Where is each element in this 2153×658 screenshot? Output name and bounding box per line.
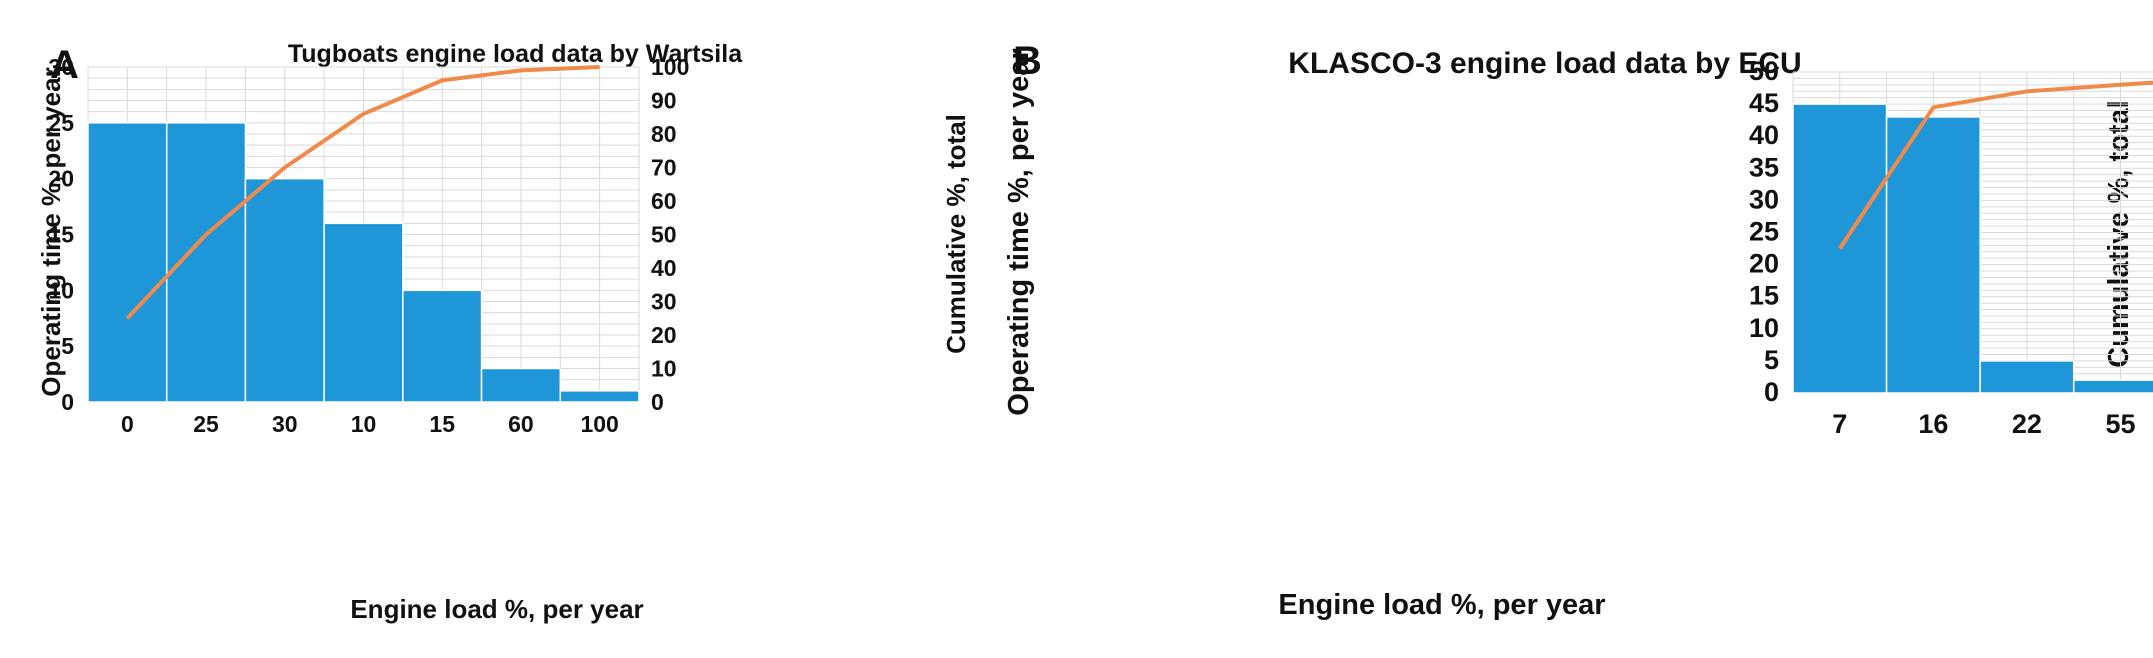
chart-a-bar [402,289,483,403]
chart-a-y2tick-label: 30 [651,289,677,315]
chart-a-y2label: Cumulative %, total [941,114,971,354]
chart-b-ytick-label: 35 [1749,152,1779,182]
chart-b-xtick-label: 16 [1918,409,1948,439]
chart-b-ytick-label: 20 [1749,249,1779,279]
chart-a-ytick-label: 15 [48,222,74,248]
chart-a-y2tick-label: 60 [651,188,677,214]
chart-b-svg: B KLASCO-3 engine load data by ECU Opera… [1003,39,2153,621]
chart-a-y2tick-label: 10 [651,356,677,382]
chart-a-xtick-label: 15 [429,411,455,437]
chart-a-y2tick-label: 100 [651,54,689,80]
chart-b-ytick-label: 30 [1749,184,1779,214]
chart-b-bar [1885,116,1981,394]
chart-a-y2tick-label: 20 [651,322,677,348]
chart-b-ytick-label: 40 [1749,120,1779,150]
chart-a-y2tick-label: 40 [651,255,677,281]
chart-a-xtick-label: 10 [351,411,377,437]
chart-a-y2tick-label: 70 [651,155,677,181]
chart-b-ytick-label: 10 [1749,313,1779,343]
chart-panel-a: A Tugboats engine load data by Wartsila … [0,0,1000,658]
chart-a-y2tick-label: 80 [651,121,677,147]
panel-letter-b: B [1013,39,1042,83]
chart-a-ytick-label: 30 [48,54,74,80]
chart-b-y2label: Cumulative %, total [2103,100,2135,368]
chart-b-xlabel: Engine load %, per year [1278,589,1605,621]
chart-b-ytick-label: 0 [1764,377,1779,407]
chart-a-ytick-label: 0 [61,389,74,415]
chart-a-xtick-label: 30 [272,411,298,437]
chart-a-ytick-label: 10 [48,277,74,303]
chart-panel-b: B KLASCO-3 engine load data by ECU Opera… [1000,0,2153,658]
chart-b-xtick-label: 7 [1832,409,1847,439]
chart-b-bar [1979,360,2075,394]
chart-a-ytick-label: 5 [61,333,74,359]
chart-a-xtick-label: 0 [121,411,134,437]
chart-b-bar [1792,103,1888,394]
chart-a-title: Tugboats engine load data by Wartsila [288,40,743,68]
chart-b-cumulative-line [1838,80,2153,250]
chart-a-y2tick-label: 50 [651,222,677,248]
chart-a-bar [87,122,168,403]
panel-letter-a: A [50,43,79,87]
chart-a-bar [244,177,325,403]
chart-a-xtick-label: 25 [193,411,219,437]
chart-b-bar [2072,379,2153,394]
chart-a-xlabel: Engine load %, per year [350,594,643,624]
chart-a-ytick-label: 25 [48,110,74,136]
chart-b-ytick-label: 5 [1764,345,1779,375]
chart-a-xtick-label: 100 [580,411,618,437]
chart-a-ylabel: Operating time %, per year [36,67,66,396]
chart-a-bar [323,222,404,403]
chart-a-bar [559,390,640,403]
chart-b-ylabel: Operating time %, per year [1003,48,1035,415]
chart-a-svg: A Tugboats engine load data by Wartsila … [36,40,971,624]
chart-b-ytick-label: 45 [1749,88,1779,118]
chart-b-ytick-label: 50 [1749,56,1779,86]
chart-b-xtick-label: 22 [2012,409,2042,439]
chart-b-xtick-label: 55 [2105,409,2135,439]
chart-a-xtick-label: 60 [508,411,534,437]
chart-a-cumulative-line [125,65,600,320]
chart-a-bar [480,367,562,403]
chart-a-ytick-label: 20 [48,166,74,192]
chart-b-ytick-label: 25 [1749,217,1779,247]
chart-b-ytick-label: 15 [1749,281,1779,311]
chart-a-y2tick-label: 90 [651,88,677,114]
chart-b-title: KLASCO-3 engine load data by ECU [1288,47,1801,80]
chart-a-y2tick-label: 0 [651,389,664,415]
